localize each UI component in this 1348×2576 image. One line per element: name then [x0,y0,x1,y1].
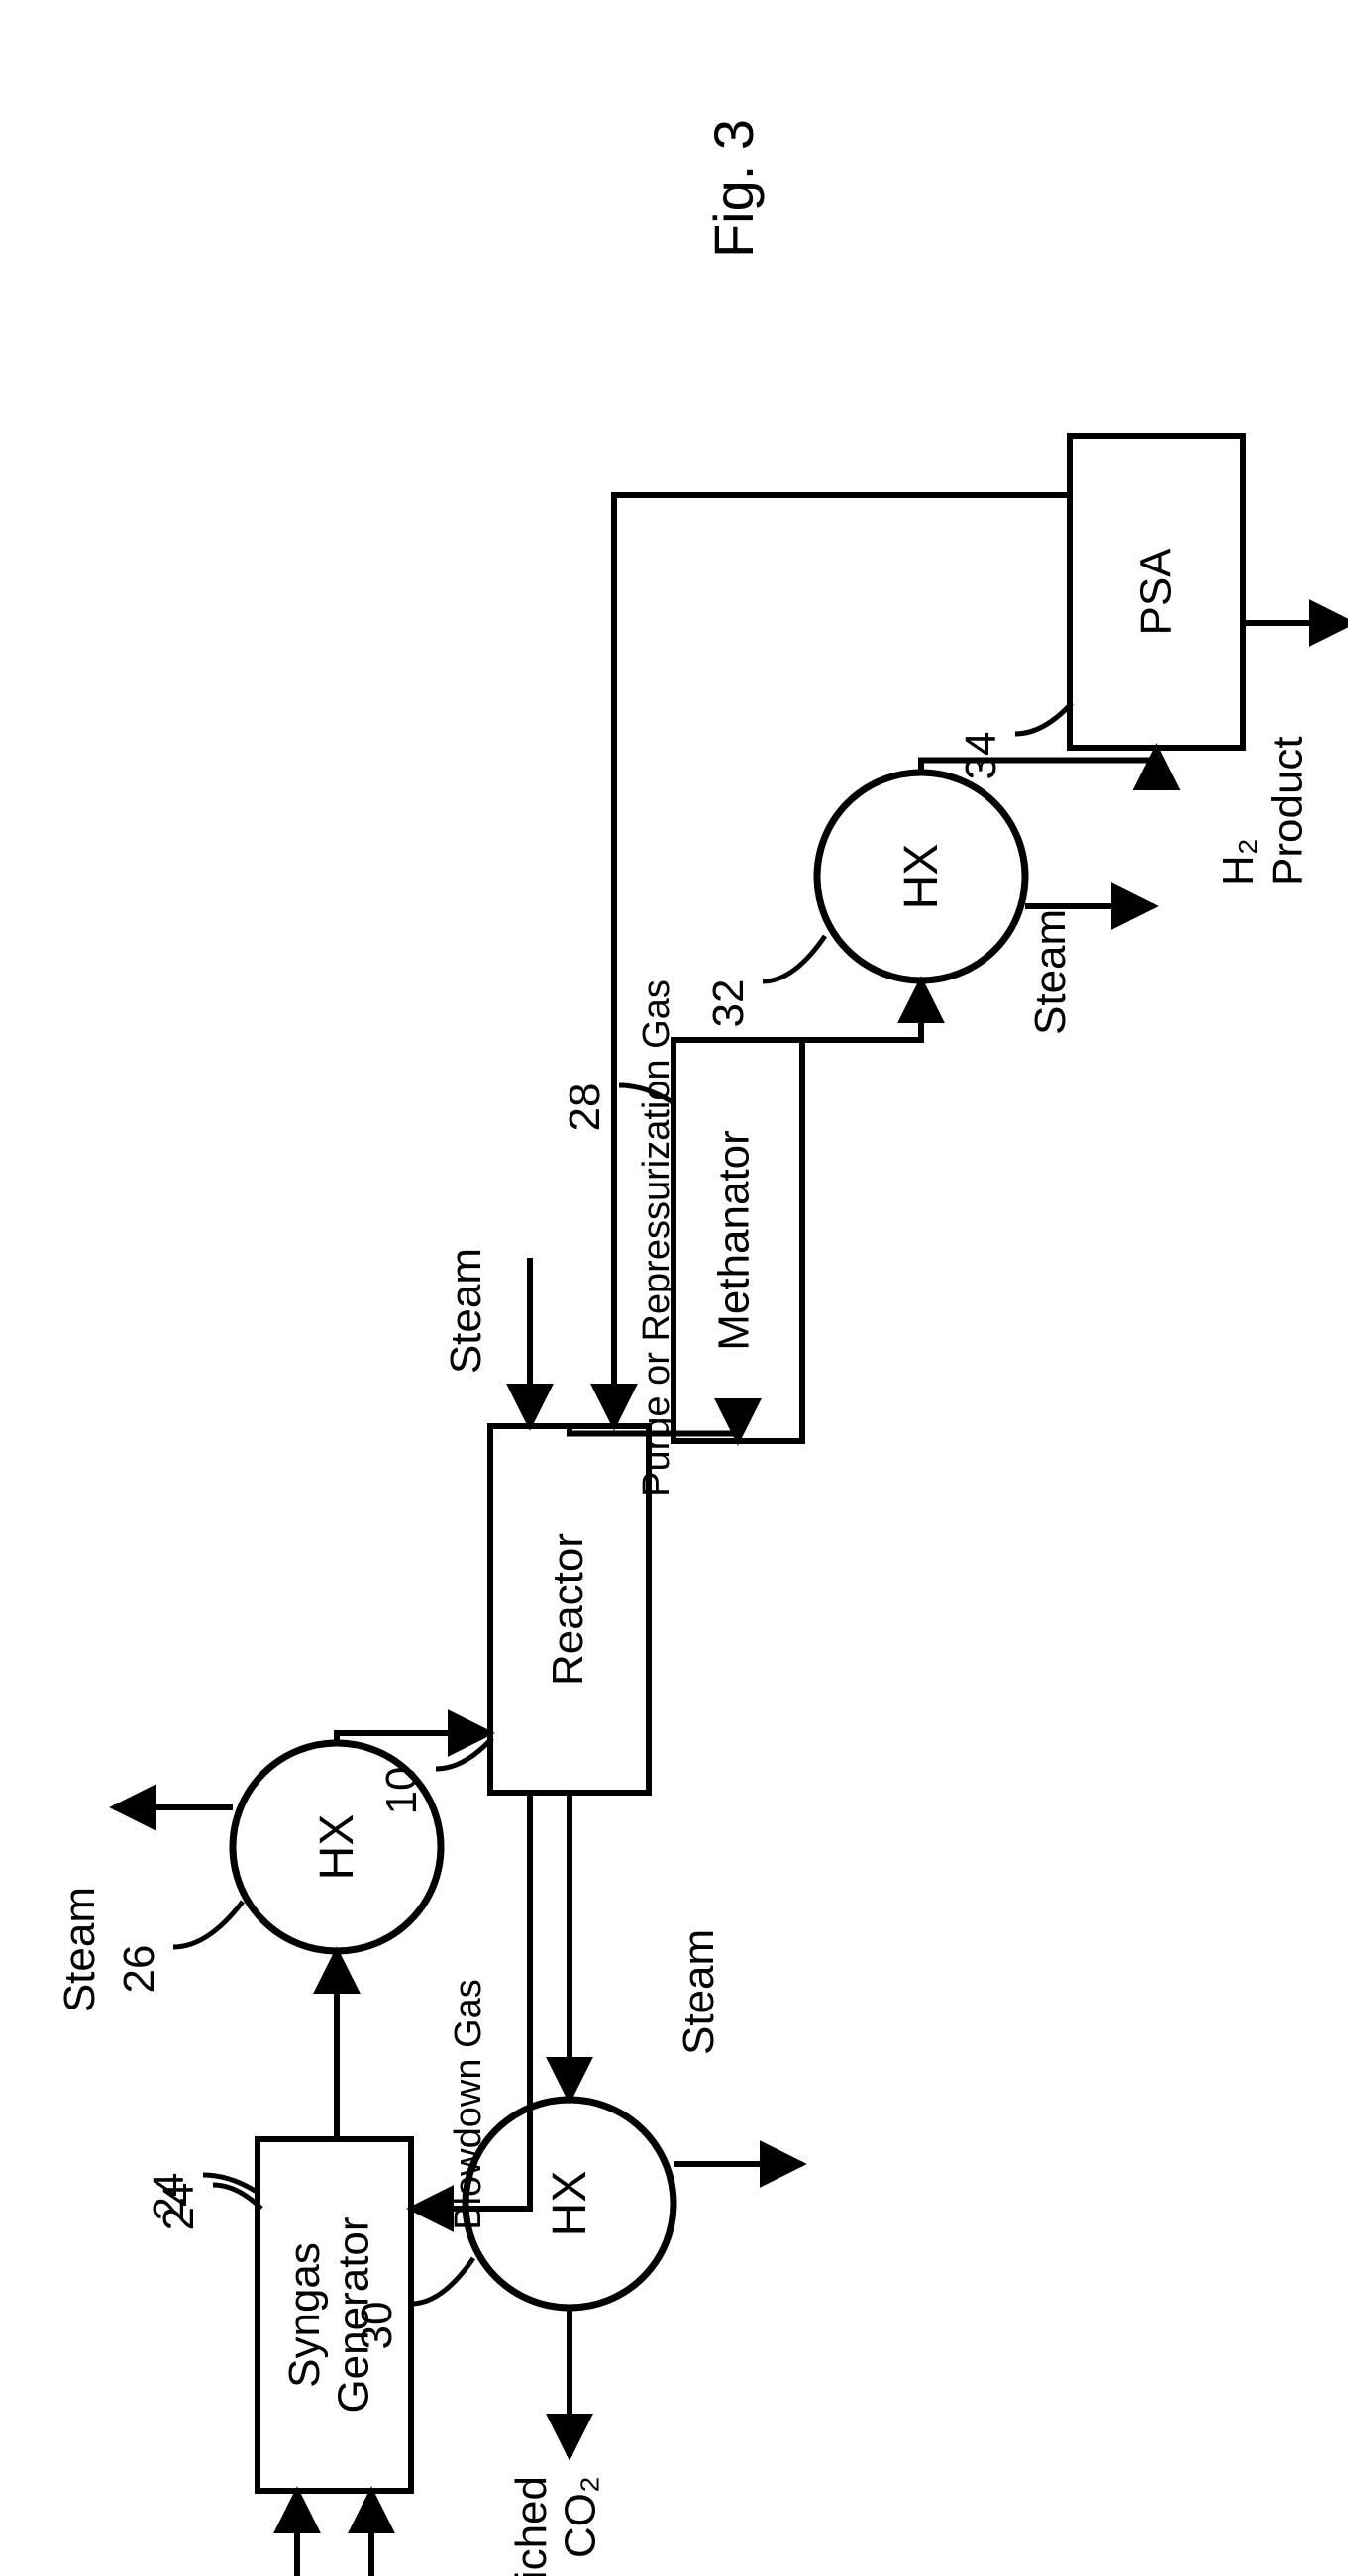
svg-text:Steam: Steam [1026,909,1075,1035]
svg-text:H₂: H₂ [1214,838,1263,886]
label-methanator: Methanator [709,1130,758,1351]
svg-text:Syngas: Syngas [280,2242,329,2388]
label-hx-26: HX [311,1814,363,1881]
ref-28: 28 [561,1083,609,1132]
figure-title: Fig. 3 [702,119,765,258]
ref-10: 10 [377,1767,426,1815]
ref-24b: 24 [145,2173,193,2221]
ref-26: 26 [115,1945,163,1994]
svg-text:HX: HX [311,1814,363,1881]
svg-text:32: 32 [704,979,753,1028]
label-psa: PSA [1132,548,1181,636]
ref-26-leader [173,1902,243,1947]
svg-text:30: 30 [353,2302,401,2350]
ref-30: 30 [353,2302,401,2350]
svg-text:HX: HX [544,2171,596,2237]
ref-32: 32 [704,979,753,1028]
svg-text:Steam: Steam [442,1248,490,1374]
svg-text:Steam: Steam [55,1887,104,2012]
svg-text:Reactor: Reactor [544,1533,592,1686]
svg-text:28: 28 [561,1083,609,1132]
svg-text:Purge or Repressurization Gas: Purge or Repressurization Gas [636,979,677,1496]
label-hx-30: HX [544,2171,596,2237]
edge-meth-hx32 [738,980,921,1040]
label-blowdown: Blowdown Gas [448,1979,489,2229]
svg-text:Enriched: Enriched [507,2476,556,2576]
svg-text:Product: Product [1263,736,1311,886]
ref-34-leader [1015,703,1072,734]
edge-hx26-reactor [337,1733,490,1743]
label-steam-hx26: Steam [55,1887,104,2012]
svg-text:PSA: PSA [1132,548,1181,636]
ref-30-leader [411,2258,473,2304]
svg-text:HX: HX [895,844,948,910]
label-steam-hx32: Steam [1026,909,1075,1035]
svg-text:34: 34 [957,732,1005,780]
svg-text:Steam: Steam [674,1929,723,2055]
ref-34: 34 [957,732,1005,780]
ref-32-leader [763,936,825,981]
svg-text:Methanator: Methanator [709,1130,758,1351]
svg-text:26: 26 [115,1945,163,1994]
ref-24b-leader [203,2175,259,2194]
svg-text:Blowdown Gas: Blowdown Gas [448,1979,489,2229]
svg-text:CO₂: CO₂ [556,2476,604,2558]
label-steam-hx30: Steam [674,1929,723,2055]
label-purge: Purge or Repressurization Gas [636,979,677,1496]
svg-text:Fig. 3: Fig. 3 [702,119,765,258]
label-reactor: Reactor [544,1533,592,1686]
label-steam-in: Steam [442,1248,490,1374]
label-enriched-co2: EnrichedCO₂ [507,2476,604,2576]
ref-10-leader [436,1738,492,1769]
svg-text:24: 24 [145,2173,193,2221]
svg-text:10: 10 [377,1767,426,1815]
label-hx-32: HX [895,844,948,910]
label-h2-product: H₂Product [1214,736,1311,886]
process-diagram: Fig. 3SyngasGeneratorHXReactorHXMethanat… [0,0,1348,2576]
